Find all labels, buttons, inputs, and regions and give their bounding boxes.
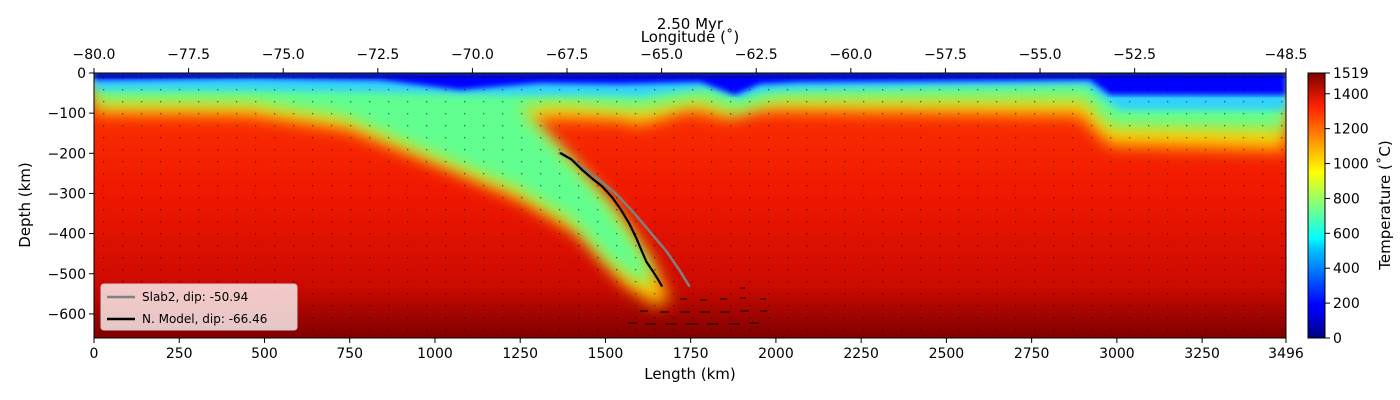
top-x-tick-label: −57.5 [924, 47, 967, 63]
y-axis-label: Depth (km) [16, 162, 34, 247]
y-tick-label: −300 [48, 186, 86, 202]
slab2-line [558, 152, 691, 288]
top-x-tick-label: −48.5 [1265, 47, 1308, 63]
legend-label: Slab2, dip: -50.94 [142, 290, 248, 304]
model-line [559, 152, 663, 287]
x-tick-label: 2500 [929, 346, 965, 362]
y-tick-label: 0 [77, 66, 86, 82]
x-tick-label: 1250 [502, 346, 538, 362]
colorbar-tick-label: 400 [1333, 261, 1360, 277]
x-tick-label: 2750 [1014, 346, 1050, 362]
x-tick-label: 750 [336, 346, 363, 362]
x-tick-label: 1500 [588, 346, 624, 362]
colorbar-tick-label: 1200 [1333, 122, 1369, 138]
x-tick-label: 3250 [1184, 346, 1220, 362]
top-x-tick-label: −70.0 [451, 47, 494, 63]
x-tick-label: 0 [90, 346, 99, 362]
x-tick-label: 3496 [1268, 346, 1304, 362]
top-x-tick-label: −55.0 [1019, 47, 1062, 63]
top-x-tick-label: −65.0 [640, 47, 683, 63]
colorbar-tick-label: 1519 [1333, 66, 1369, 82]
colorbar-tick-label: 600 [1333, 226, 1360, 242]
x-tick-label: 250 [166, 346, 193, 362]
colorbar-tick-label: 1000 [1333, 157, 1369, 173]
chart-title: 2.50 Myr [657, 15, 724, 33]
top-x-tick-label: −75.0 [262, 47, 305, 63]
x-tick-label: 500 [251, 346, 278, 362]
y-tick-label: −100 [48, 106, 86, 122]
legend-box [100, 283, 298, 331]
top-x-tick-label: −80.0 [73, 47, 116, 63]
legend: Slab2, dip: -50.94 N. Model, dip: -66.46 [100, 283, 298, 331]
colorbar-label: Temperature (˚C) [1376, 140, 1394, 270]
y-tick-label: −400 [48, 227, 86, 243]
x-tick-label: 3000 [1099, 346, 1135, 362]
x-tick-label: 1750 [673, 346, 709, 362]
y-tick-label: −200 [48, 146, 86, 162]
top-x-tick-label: −72.5 [356, 47, 399, 63]
top-x-tick-label: −52.5 [1113, 47, 1156, 63]
x-tick-label: 2000 [758, 346, 794, 362]
colorbar-tick-label: 200 [1333, 296, 1360, 312]
legend-label: N. Model, dip: -66.46 [142, 312, 267, 326]
top-x-tick-label: −77.5 [167, 47, 210, 63]
x-tick-label: 1000 [417, 346, 453, 362]
colorbar-tick-label: 1400 [1333, 87, 1369, 103]
y-tick-label: −600 [48, 307, 86, 323]
colorbar-tick-label: 0 [1333, 331, 1342, 347]
x-axis-label: Length (km) [644, 365, 736, 383]
top-x-tick-label: −62.5 [735, 47, 778, 63]
x-tick-label: 2250 [843, 346, 879, 362]
colorbar [1307, 72, 1326, 339]
plot-frame [93, 72, 1287, 339]
top-x-tick-label: −60.0 [829, 47, 872, 63]
y-tick-label: −500 [48, 267, 86, 283]
colorbar-tick-label: 800 [1333, 191, 1360, 207]
top-x-tick-label: −67.5 [546, 47, 589, 63]
top-x-axis-label: Longitude (˚) [641, 28, 740, 46]
